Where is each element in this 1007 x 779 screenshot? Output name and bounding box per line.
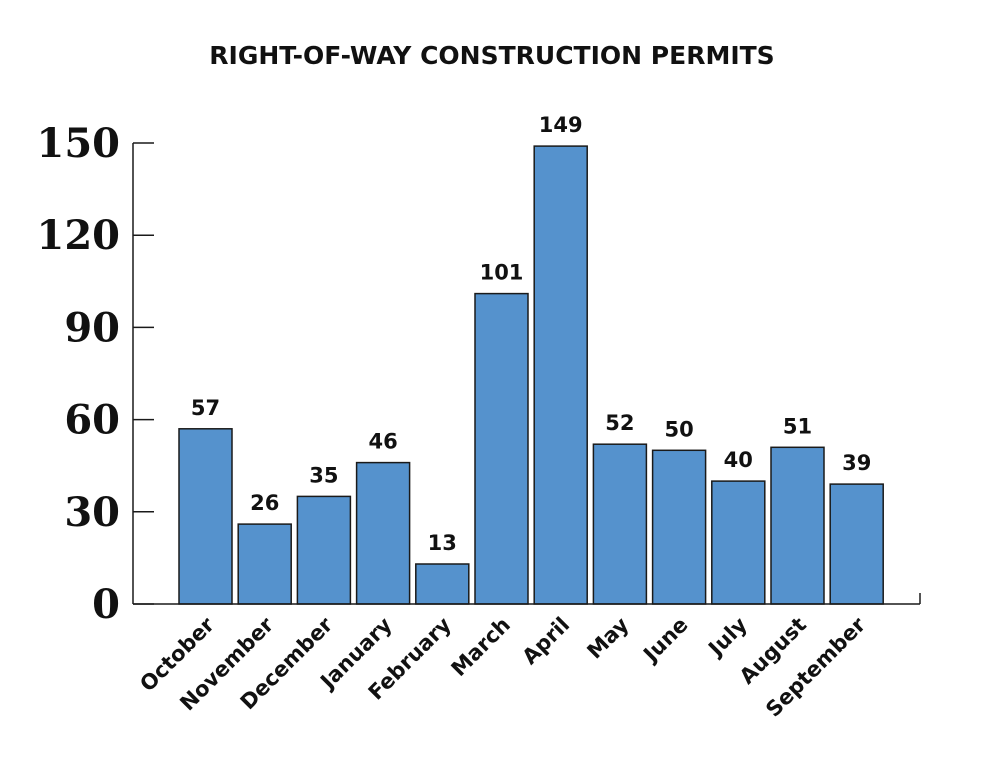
data-label-july: 40 bbox=[724, 448, 753, 472]
y-tick-label-30: 30 bbox=[64, 489, 120, 536]
bar-december bbox=[296, 495, 352, 605]
y-tick-label-0: 0 bbox=[92, 581, 120, 628]
y-tick-label-120: 120 bbox=[37, 212, 121, 259]
data-label-november: 26 bbox=[250, 491, 279, 515]
bar-august bbox=[770, 446, 825, 605]
x-tick-label-july: July bbox=[703, 612, 752, 661]
y-tick-label-150: 150 bbox=[37, 120, 121, 167]
data-label-february: 13 bbox=[428, 531, 457, 555]
x-tick-label-may: May bbox=[582, 612, 633, 663]
bar-march bbox=[474, 292, 529, 605]
data-label-june: 50 bbox=[664, 417, 693, 441]
data-label-april: 149 bbox=[539, 113, 583, 137]
x-tick-label-april: April bbox=[518, 613, 575, 670]
data-label-september: 39 bbox=[842, 451, 871, 475]
bar-may bbox=[592, 443, 648, 605]
y-tick-label-90: 90 bbox=[64, 304, 120, 351]
y-tick-label-60: 60 bbox=[64, 397, 120, 444]
axes-group bbox=[132, 142, 921, 605]
bar-june bbox=[651, 449, 707, 605]
data-label-may: 52 bbox=[605, 411, 634, 435]
labels-group: 57October26November35December46January13… bbox=[37, 113, 872, 722]
bar-september bbox=[829, 483, 884, 605]
bar-january bbox=[355, 461, 411, 605]
data-label-january: 46 bbox=[368, 430, 397, 454]
x-tick-label-march: March bbox=[447, 613, 515, 681]
bar-october bbox=[178, 428, 233, 605]
data-label-august: 51 bbox=[783, 414, 812, 438]
data-label-december: 35 bbox=[309, 463, 338, 487]
chart-title: RIGHT-OF-WAY CONSTRUCTION PERMITS bbox=[209, 41, 774, 70]
bar-november bbox=[237, 523, 292, 605]
bar-april bbox=[533, 145, 588, 605]
x-tick-label-june: June bbox=[638, 613, 693, 668]
data-label-march: 101 bbox=[480, 261, 524, 285]
bars-group bbox=[178, 145, 884, 605]
bar-july bbox=[711, 480, 766, 605]
data-label-october: 57 bbox=[191, 396, 220, 420]
bar-february bbox=[415, 563, 470, 605]
